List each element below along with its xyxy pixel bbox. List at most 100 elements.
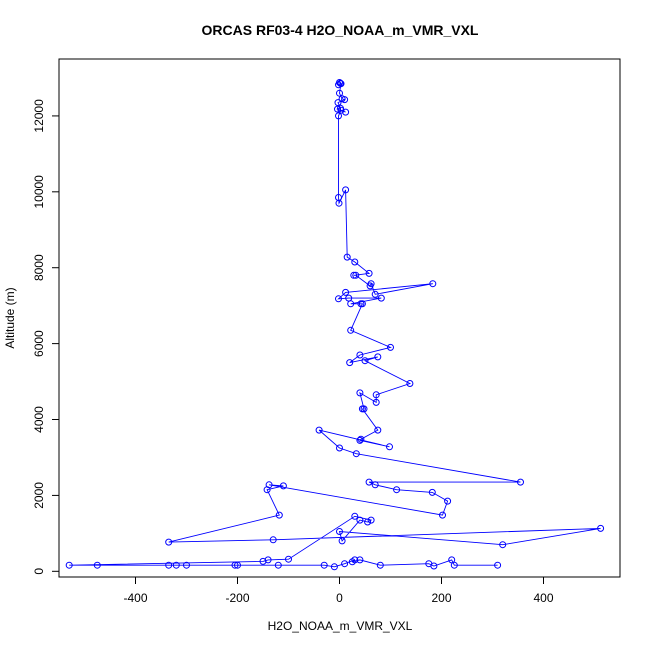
data-point [365,478,373,486]
x-tick-label: 400 [533,591,553,605]
data-point [341,560,349,568]
data-point [350,271,358,279]
data-point [335,112,342,120]
data-point [342,288,350,296]
data-point [259,557,267,565]
data-point [269,536,277,544]
data-point [393,486,401,494]
data-point [357,435,365,443]
x-axis-label: H2O_NOAA_m_VMR_VXL [268,619,413,633]
data-point [335,199,343,207]
data-point [352,450,360,458]
data-point [263,486,271,494]
data-point [165,538,173,546]
data-point [356,389,364,397]
y-axis-label: Altitude (m) [3,287,17,348]
data-point [343,253,351,261]
data-point [371,290,379,298]
data-point [439,511,446,519]
data-point [341,96,349,104]
x-tick-label: 0 [336,591,343,605]
data-point [429,280,437,288]
data-point [351,512,359,520]
data-point [376,561,384,569]
data-point [183,561,190,569]
data-point [337,106,345,114]
y-tick-label: 10000 [32,175,46,209]
data-point [517,478,524,486]
data-point [358,300,366,308]
data-point [428,488,436,496]
data-point [342,108,350,116]
data-point [374,353,382,361]
x-tick-label: 200 [431,591,451,605]
data-point [351,258,359,266]
data-point [335,295,342,303]
data-point [365,269,373,277]
data-point [347,300,355,308]
data-point [367,516,375,524]
data-point [356,556,364,564]
data-point [334,105,341,113]
data-point [371,481,379,489]
data-point [356,351,364,359]
y-tick-label: 2000 [32,482,46,509]
data-point [334,99,342,107]
series-layer [65,79,605,571]
y-tick-label: 6000 [32,330,46,357]
y-tick-label: 0 [32,568,46,575]
x-tick-label: -200 [225,591,249,605]
data-point [597,524,605,532]
data-point [336,444,343,452]
data-point [374,426,382,434]
data-point [320,561,328,569]
y-tick-label: 8000 [32,254,46,281]
data-point [356,516,364,524]
data-point [231,561,239,569]
plot-frame [58,58,621,578]
data-point [315,426,323,434]
data-point [337,80,345,88]
data-point [65,561,73,569]
data-point [275,511,283,519]
data-point [372,398,380,406]
data-point [285,555,292,563]
data-point [348,558,356,566]
data-point [386,443,393,451]
data-point [234,561,241,569]
data-point [361,357,369,365]
data-point [444,497,452,505]
data-point [172,561,180,569]
data-point [364,518,372,526]
y-tick-label: 12000 [32,99,46,133]
data-point [356,436,364,444]
data-point [165,561,173,569]
x-tick-label: -400 [123,591,147,605]
data-point [274,561,282,569]
data-point [358,405,366,413]
data-point [367,280,375,288]
data-point [264,556,272,564]
data-point [342,186,350,194]
data-point [430,562,438,570]
data-point [387,343,394,351]
data-point [336,528,343,535]
data-point [406,380,414,387]
y-tick-label: 4000 [32,406,46,433]
y-axis: 0 2000 4000 6000 8000 10000 12000 [32,99,59,575]
data-point [352,271,360,279]
data-point [279,482,287,490]
data-point [338,537,346,545]
data-point [377,294,385,302]
data-point [450,561,458,569]
data-point [372,391,380,399]
chart-title: ORCAS RF03-4 H2O_NOAA_m_VMR_VXL [202,22,479,38]
data-point [93,561,101,569]
data-point [347,326,355,334]
series-line [69,82,601,568]
data-point [499,541,507,549]
data-point [330,563,338,571]
data-point [494,561,502,569]
data-point [336,89,343,97]
